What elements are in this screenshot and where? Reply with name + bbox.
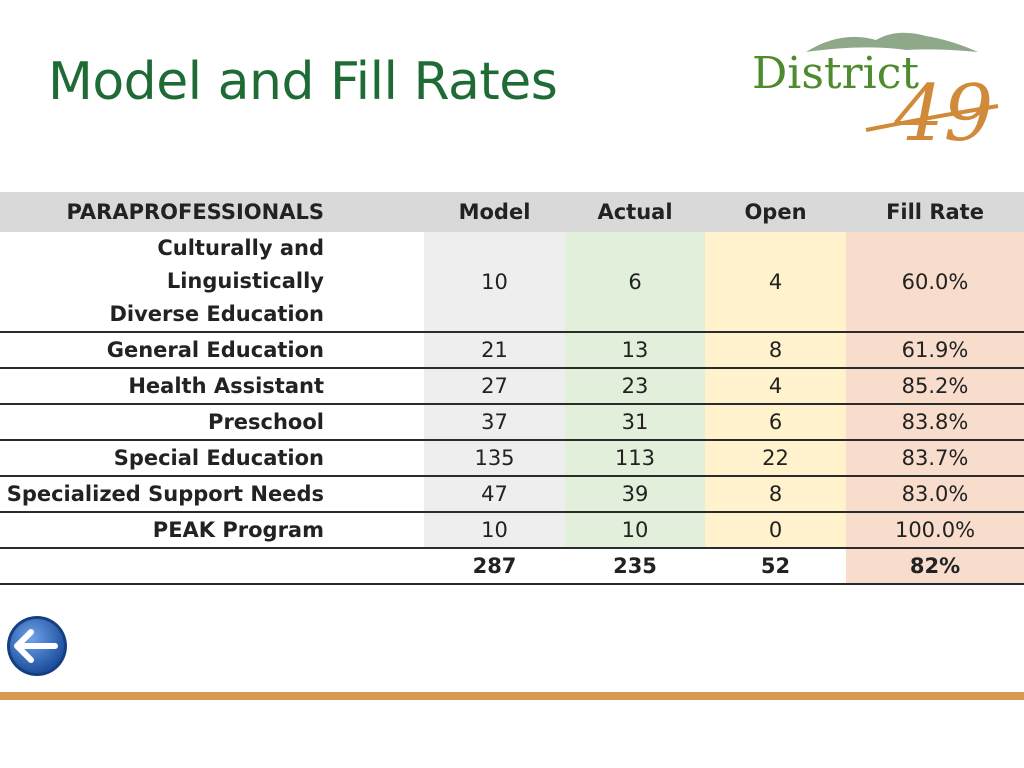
cell-model: 47 bbox=[424, 476, 565, 513]
row-label-line-1: Culturally and Linguistically bbox=[157, 236, 324, 293]
back-button[interactable] bbox=[5, 614, 69, 678]
cell-fill-rate: 85.2% bbox=[846, 368, 1024, 405]
header-paraprofessionals: PARAPROFESSIONALS bbox=[0, 192, 424, 232]
cell-open: 8 bbox=[705, 332, 846, 369]
cell-model: 21 bbox=[424, 332, 565, 369]
arrow-left-icon bbox=[7, 616, 67, 676]
row-label: Specialized Support Needs bbox=[0, 476, 424, 513]
cell-fill-rate: 100.0% bbox=[846, 512, 1024, 549]
cell-model: 37 bbox=[424, 404, 565, 441]
table-row: Specialized Support Needs 47 39 8 83.0% bbox=[0, 476, 1024, 513]
table-row: Health Assistant 27 23 4 85.2% bbox=[0, 368, 1024, 405]
cell-fill-rate: 83.8% bbox=[846, 404, 1024, 441]
table-row: PEAK Program 10 10 0 100.0% bbox=[0, 512, 1024, 549]
row-label: Special Education bbox=[0, 440, 424, 477]
logo-word: District bbox=[752, 48, 919, 99]
row-label: General Education bbox=[0, 332, 424, 369]
cell-model: 27 bbox=[424, 368, 565, 405]
district-49-logo: District 49 bbox=[746, 22, 1008, 154]
header-fill-rate: Fill Rate bbox=[846, 192, 1024, 232]
cell-fill-rate: 60.0% bbox=[846, 232, 1024, 333]
row-label: Preschool bbox=[0, 404, 424, 441]
cell-fill-rate: 83.7% bbox=[846, 440, 1024, 477]
fill-rates-table: PARAPROFESSIONALS Model Actual Open Fill… bbox=[0, 192, 1024, 585]
header-actual: Actual bbox=[565, 192, 705, 232]
cell-actual: 39 bbox=[565, 476, 705, 513]
logo-swoosh bbox=[865, 104, 999, 132]
cell-open: 4 bbox=[705, 368, 846, 405]
cell-open: 8 bbox=[705, 476, 846, 513]
slide-title: Model and Fill Rates bbox=[48, 52, 558, 112]
cell-model: 10 bbox=[424, 232, 565, 333]
row-label: Culturally and Linguistically Diverse Ed… bbox=[0, 232, 424, 333]
row-label: Health Assistant bbox=[0, 368, 424, 405]
cell-fill-rate: 61.9% bbox=[846, 332, 1024, 369]
total-label bbox=[0, 548, 424, 585]
cell-open: 0 bbox=[705, 512, 846, 549]
header-model: Model bbox=[424, 192, 565, 232]
logo-number: 49 bbox=[893, 69, 993, 154]
table-header-row: PARAPROFESSIONALS Model Actual Open Fill… bbox=[0, 192, 1024, 232]
table-total-row: 287 235 52 82% bbox=[0, 548, 1024, 585]
cell-actual: 6 bbox=[565, 232, 705, 333]
table-row: Preschool 37 31 6 83.8% bbox=[0, 404, 1024, 441]
cell-model: 135 bbox=[424, 440, 565, 477]
cell-fill-rate: 83.0% bbox=[846, 476, 1024, 513]
table-row: Culturally and Linguistically Diverse Ed… bbox=[0, 232, 1024, 333]
cell-actual: 23 bbox=[565, 368, 705, 405]
footer-bar bbox=[0, 692, 1024, 700]
cell-open: 22 bbox=[705, 440, 846, 477]
district-49-logo-graphic: District 49 bbox=[752, 32, 999, 154]
row-label-line-2: Diverse Education bbox=[109, 302, 324, 326]
cell-open: 6 bbox=[705, 404, 846, 441]
cell-actual: 10 bbox=[565, 512, 705, 549]
header-open: Open bbox=[705, 192, 846, 232]
table-row: General Education 21 13 8 61.9% bbox=[0, 332, 1024, 369]
total-fill-rate: 82% bbox=[846, 548, 1024, 585]
mountain-shape bbox=[806, 32, 978, 52]
row-label: PEAK Program bbox=[0, 512, 424, 549]
total-model: 287 bbox=[424, 548, 565, 585]
cell-model: 10 bbox=[424, 512, 565, 549]
cell-actual: 13 bbox=[565, 332, 705, 369]
total-open: 52 bbox=[705, 548, 846, 585]
total-actual: 235 bbox=[565, 548, 705, 585]
cell-actual: 31 bbox=[565, 404, 705, 441]
cell-open: 4 bbox=[705, 232, 846, 333]
table-row: Special Education 135 113 22 83.7% bbox=[0, 440, 1024, 477]
cell-actual: 113 bbox=[565, 440, 705, 477]
